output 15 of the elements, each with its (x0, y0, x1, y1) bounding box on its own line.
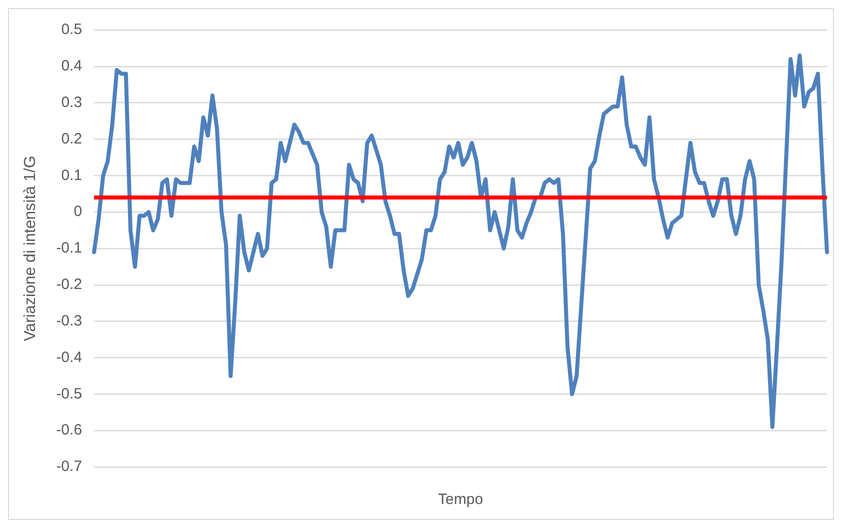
y-tick-label: -0.6 (56, 422, 82, 439)
y-tick-label: 0.4 (61, 58, 82, 75)
y-tick-label: -0.2 (56, 276, 82, 294)
y-tick-label: -0.3 (56, 312, 82, 330)
y-tick-label: 0.2 (61, 130, 82, 148)
y-tick-label: 0.5 (61, 21, 82, 38)
y-tick-label: 0 (74, 203, 82, 220)
y-tick-label: 0.1 (61, 166, 82, 184)
y-axis-title: Variazione di intensità 1/G (22, 156, 40, 342)
y-tick-label: -0.7 (56, 458, 82, 476)
y-tick-label: -0.1 (56, 240, 82, 257)
y-tick-label: -0.5 (56, 385, 82, 402)
y-tick-label: 0.3 (61, 94, 82, 111)
y-tick-label: -0.4 (56, 348, 82, 366)
x-axis-title: Tempo (438, 491, 484, 508)
